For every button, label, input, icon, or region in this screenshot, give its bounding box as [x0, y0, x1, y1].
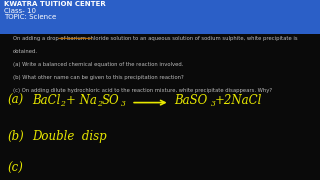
- Text: 3: 3: [121, 100, 126, 108]
- Text: (b) What other name can be given to this precipitation reaction?: (b) What other name can be given to this…: [13, 75, 184, 80]
- Text: BaSO: BaSO: [174, 94, 208, 107]
- Bar: [0, 34, 320, 180]
- Text: BaCl: BaCl: [32, 94, 60, 107]
- Text: (c): (c): [7, 162, 23, 175]
- Text: (b): (b): [7, 130, 24, 143]
- Bar: [0, 0, 320, 34]
- Text: TOPIC: Science: TOPIC: Science: [4, 14, 56, 20]
- Text: (a): (a): [7, 94, 23, 107]
- Text: Class- 10: Class- 10: [4, 8, 36, 14]
- Text: 2: 2: [60, 100, 65, 108]
- Text: On adding a drop of barium chloride solution to an aqueous solution of sodium su: On adding a drop of barium chloride solu…: [13, 36, 297, 41]
- Text: obtained.: obtained.: [13, 49, 38, 54]
- Text: KWATRA TUITION CENTER: KWATRA TUITION CENTER: [4, 1, 106, 7]
- Text: 3: 3: [211, 100, 216, 108]
- Text: Double  disp: Double disp: [32, 130, 107, 143]
- Text: +2NaCl: +2NaCl: [215, 94, 262, 107]
- Text: (c) On adding dilute hydrochloric acid to the reaction mixture, white precipitat: (c) On adding dilute hydrochloric acid t…: [13, 88, 272, 93]
- Text: SO: SO: [102, 94, 119, 107]
- Text: (a) Write a balanced chemical equation of the reaction involved.: (a) Write a balanced chemical equation o…: [13, 62, 183, 67]
- Text: 2: 2: [97, 100, 101, 108]
- Text: + Na: + Na: [66, 94, 96, 107]
